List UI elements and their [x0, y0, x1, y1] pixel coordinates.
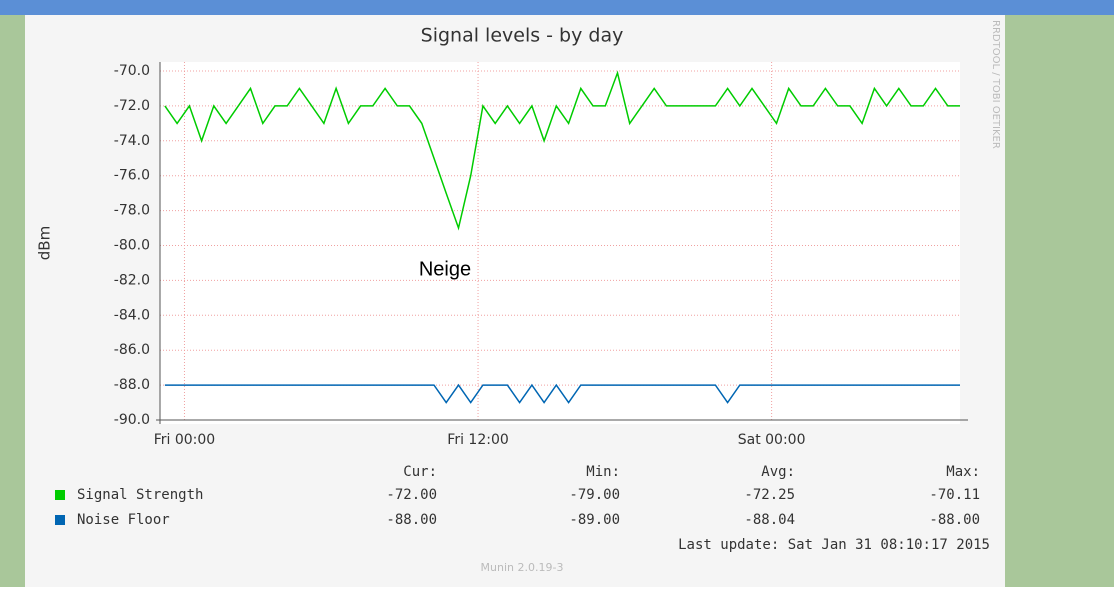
legend-header: Min:	[586, 464, 620, 480]
legend-header: Avg:	[761, 464, 795, 480]
top-bar	[0, 0, 1114, 15]
version: Munin 2.0.19-3	[481, 561, 564, 574]
x-tick-label: Fri 12:00	[447, 432, 508, 448]
legend-value: -88.00	[929, 512, 980, 528]
legend-header: Max:	[946, 464, 980, 480]
legend-value: -79.00	[569, 487, 620, 503]
x-tick-label: Sat 00:00	[738, 432, 806, 448]
legend-value: -89.00	[569, 512, 620, 528]
y-tick-label: -82.0	[114, 272, 150, 288]
chart-title: Signal levels - by day	[421, 25, 624, 47]
page: Signal levels - by day dBm RRDTOOL / TOB…	[0, 0, 1114, 587]
legend-name: Signal Strength	[77, 487, 203, 503]
legend-swatch	[55, 515, 65, 525]
y-tick-label: -72.0	[114, 98, 150, 114]
y-tick-label: -70.0	[114, 63, 150, 79]
legend-value: -88.00	[386, 512, 437, 528]
y-tick-label: -84.0	[114, 307, 150, 323]
y-tick-label: -74.0	[114, 133, 150, 149]
x-tick-label: Fri 00:00	[154, 432, 215, 448]
y-tick-label: -78.0	[114, 203, 150, 219]
y-axis-label: dBm	[36, 226, 54, 260]
legend-header: Cur:	[403, 464, 437, 480]
annotation: Neige	[419, 258, 471, 280]
legend-value: -70.11	[929, 487, 980, 503]
legend-swatch	[55, 490, 65, 500]
legend-value: -88.04	[744, 512, 795, 528]
side-label: RRDTOOL / TOBI OETIKER	[990, 20, 1001, 149]
chart: Signal levels - by day dBm RRDTOOL / TOB…	[0, 0, 1114, 587]
legend-name: Noise Floor	[77, 512, 170, 528]
last-update: Last update: Sat Jan 31 08:10:17 2015	[678, 537, 990, 553]
legend-value: -72.25	[744, 487, 795, 503]
y-tick-label: -86.0	[114, 342, 150, 358]
y-tick-label: -88.0	[114, 377, 150, 393]
legend-value: -72.00	[386, 487, 437, 503]
y-tick-label: -80.0	[114, 238, 150, 254]
y-tick-label: -76.0	[114, 168, 150, 184]
plot-area	[160, 62, 960, 424]
y-tick-label: -90.0	[114, 412, 150, 428]
